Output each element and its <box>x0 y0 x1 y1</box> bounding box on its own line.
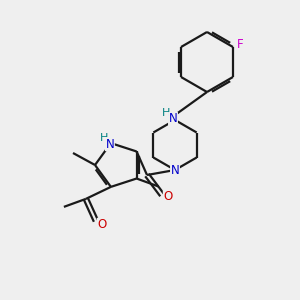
Text: H: H <box>100 133 108 143</box>
Text: N: N <box>171 164 179 176</box>
Text: H: H <box>162 108 170 118</box>
Text: O: O <box>97 218 106 231</box>
Text: N: N <box>106 138 114 151</box>
Text: F: F <box>237 38 243 50</box>
Text: O: O <box>164 190 172 203</box>
Text: N: N <box>169 112 177 125</box>
